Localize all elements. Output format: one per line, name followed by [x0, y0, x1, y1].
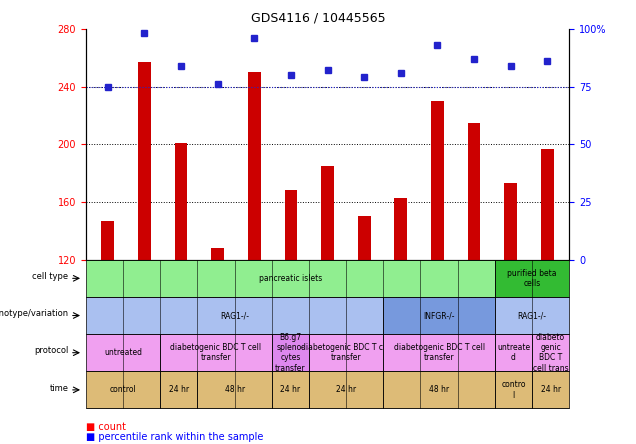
Text: diabeto
genic
BDC T
cell trans: diabeto genic BDC T cell trans [533, 333, 569, 373]
Bar [321, 166, 334, 260]
Text: 24 hr: 24 hr [336, 385, 356, 394]
Text: ■ percentile rank within the sample: ■ percentile rank within the sample [86, 432, 263, 442]
Text: untreate
d: untreate d [497, 343, 530, 362]
Text: diabetogenic BDC T cell
transfer: diabetogenic BDC T cell transfer [301, 343, 392, 362]
Text: control: control [109, 385, 136, 394]
Bar [284, 190, 298, 260]
Text: cell type: cell type [32, 272, 68, 281]
Text: INFGR-/-: INFGR-/- [424, 311, 455, 320]
Text: 24 hr: 24 hr [280, 385, 300, 394]
Text: diabetogenic BDC T cell
transfer: diabetogenic BDC T cell transfer [394, 343, 485, 362]
Bar [101, 221, 114, 260]
Bar [467, 123, 480, 260]
Text: RAG1-/-: RAG1-/- [518, 311, 546, 320]
Bar [431, 101, 444, 260]
Text: B6.g7
spleno-
cytes
transfer: B6.g7 spleno- cytes transfer [275, 333, 306, 373]
Bar [175, 143, 188, 260]
Text: purified beta
cells: purified beta cells [508, 269, 556, 288]
Bar [211, 248, 224, 260]
Bar [248, 72, 261, 260]
Text: diabetogenic BDC T cell
transfer: diabetogenic BDC T cell transfer [170, 343, 261, 362]
Bar [394, 198, 407, 260]
Text: 48 hr: 48 hr [429, 385, 449, 394]
Text: ■ count: ■ count [86, 422, 126, 432]
Text: GDS4116 / 10445565: GDS4116 / 10445565 [251, 11, 385, 24]
Text: 48 hr: 48 hr [225, 385, 245, 394]
Text: genotype/variation: genotype/variation [0, 309, 68, 318]
Text: protocol: protocol [34, 346, 68, 355]
Text: time: time [50, 384, 68, 392]
Bar [541, 149, 554, 260]
Bar [357, 217, 371, 260]
Text: RAG1-/-: RAG1-/- [220, 311, 249, 320]
Bar [138, 62, 151, 260]
Bar [504, 183, 517, 260]
Text: untreated: untreated [104, 348, 142, 357]
Text: contro
l: contro l [501, 380, 526, 400]
Text: 24 hr: 24 hr [541, 385, 561, 394]
Text: pancreatic islets: pancreatic islets [259, 274, 322, 283]
Text: 24 hr: 24 hr [169, 385, 189, 394]
